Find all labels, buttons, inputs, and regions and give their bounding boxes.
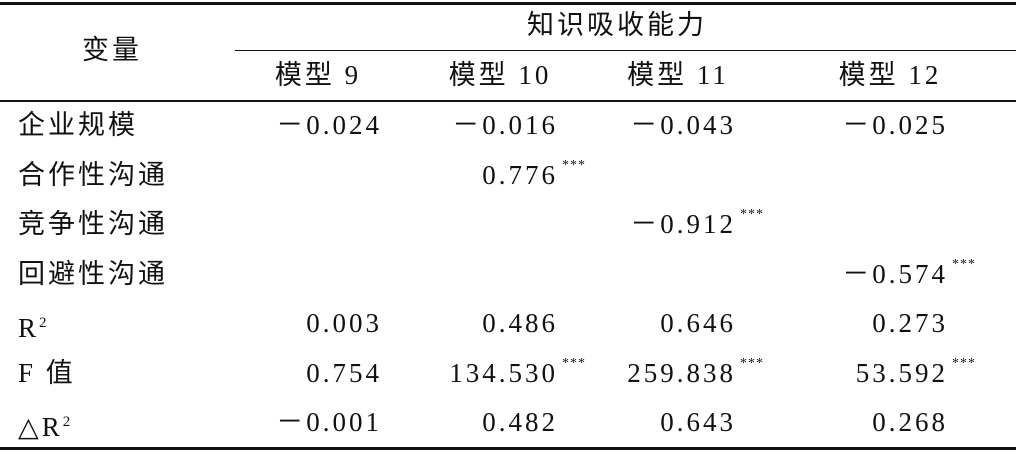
cell-value: －0.043: [630, 110, 736, 140]
cell-value: 259.838: [627, 357, 736, 388]
cell-value: 0.273: [872, 308, 948, 338]
row-label: R2: [18, 313, 50, 343]
group-header: 知识吸收能力: [527, 10, 707, 40]
cell-value: －0.025: [842, 110, 948, 140]
label-superscript: 2: [39, 315, 50, 331]
row-label: F 值: [18, 357, 76, 388]
cell-value: 0.754: [306, 357, 382, 388]
cell-value: 53.592: [855, 357, 948, 388]
header-rule: [0, 100, 1016, 102]
significance: ***: [562, 355, 586, 371]
cell-value: 0.003: [306, 308, 382, 338]
cell-value: 0.268: [872, 407, 948, 437]
row-label: 企业规模: [18, 110, 138, 140]
cell-value: －0.016: [452, 110, 558, 140]
cell-value: －0.912: [630, 209, 736, 239]
significance: ***: [952, 256, 976, 272]
significance: ***: [740, 355, 764, 371]
model-header: 模型 10: [448, 60, 552, 90]
cell-value: 0.646: [660, 308, 736, 338]
cell-value: 0.776: [482, 159, 558, 190]
cell-value: 0.643: [660, 407, 736, 437]
cell-value: 0.482: [482, 407, 558, 437]
cell-value: －0.024: [276, 110, 382, 140]
cell-value: －0.574: [842, 258, 948, 289]
cell-value: 134.530: [449, 357, 558, 388]
label-superscript: 2: [62, 414, 74, 430]
row-label: 回避性沟通: [18, 258, 168, 289]
group-rule: [235, 50, 1016, 51]
variable-header: 变量: [82, 35, 142, 65]
cell-value: －0.001: [276, 407, 382, 437]
row-label: △R2: [18, 412, 74, 442]
model-header: 模型 9: [274, 60, 362, 90]
model-header: 模型 12: [838, 60, 942, 90]
top-rule: [0, 2, 1016, 5]
significance: ***: [952, 355, 976, 371]
model-header: 模型 11: [627, 60, 729, 90]
bottom-rule: [0, 447, 1016, 450]
significance: ***: [740, 207, 764, 222]
row-label: 竞争性沟通: [18, 209, 168, 239]
row-label: 合作性沟通: [18, 159, 168, 190]
significance: ***: [562, 157, 586, 173]
cell-value: 0.486: [482, 308, 558, 338]
